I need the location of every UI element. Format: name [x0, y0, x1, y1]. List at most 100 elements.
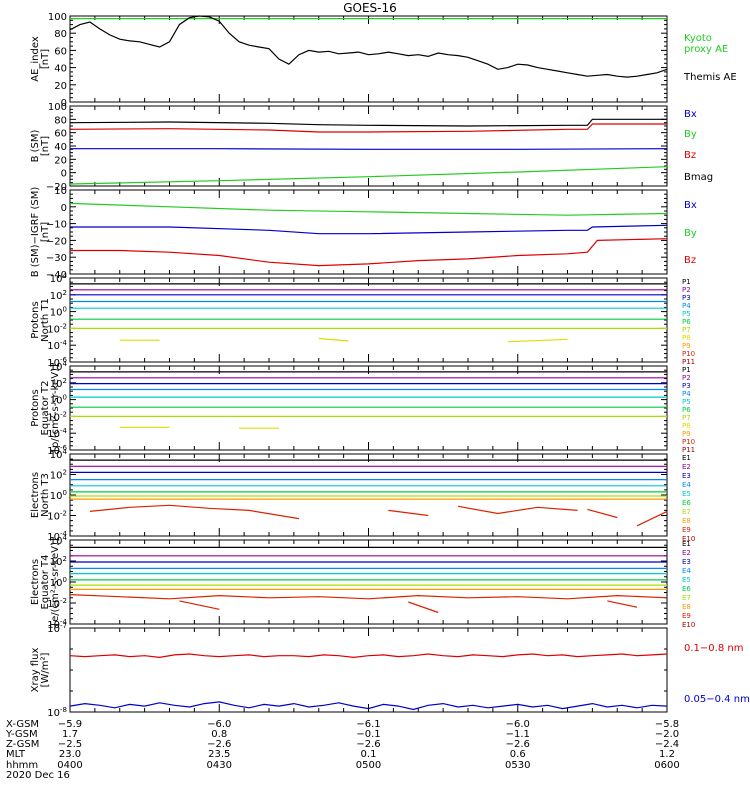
ephemeris-value: −2.6	[506, 739, 530, 750]
ephemeris-value: −2.6	[207, 739, 231, 750]
ephemeris-value: 0500	[356, 760, 381, 771]
y-tick-label: 20	[54, 155, 67, 166]
ephemeris-value: −6.1	[356, 719, 380, 730]
y-axis-label: Protons	[30, 301, 41, 338]
series-line-e9d	[587, 508, 618, 519]
y-axis-label: Protons	[30, 389, 41, 426]
legend-label: E1	[682, 540, 691, 548]
chart-title: GOES-16	[343, 1, 397, 15]
y-tick-label: 0	[61, 169, 67, 180]
y-axis-label: [nT]	[40, 49, 51, 69]
series-line-e9c	[457, 505, 578, 515]
y-tick-label-base: 10	[50, 274, 63, 285]
legend-label: E10	[682, 535, 695, 543]
y-axis-label: [nT]	[40, 136, 51, 156]
legend-label: P11	[682, 446, 695, 454]
legend-label: P7	[682, 326, 691, 334]
ephemeris-value: −2.5	[58, 739, 82, 750]
y-tick-label-exp: -6	[60, 356, 68, 364]
legend-label: By	[684, 129, 697, 140]
legend-label: E7	[682, 508, 691, 516]
legend-label: proxy AE	[684, 44, 728, 55]
legend-label: E3	[682, 472, 691, 480]
ephemeris-value: −2.0	[655, 729, 679, 740]
legend-label: Themis AE	[683, 72, 737, 83]
series-line-p8c	[507, 338, 568, 343]
legend-label: P1	[682, 366, 691, 374]
y-tick-label: 10-7	[47, 622, 67, 635]
y-tick-label: 100	[50, 489, 67, 502]
legend-label: Bz	[684, 150, 696, 161]
y-tick-label-exp: -2	[60, 510, 67, 518]
y-tick-label-base: 10	[47, 708, 60, 719]
series-line-e9a	[69, 594, 668, 600]
y-tick-label-exp: -2	[60, 597, 67, 605]
y-tick-label-base: 10	[50, 450, 63, 461]
legend-label: Bmag	[684, 172, 713, 183]
y-tick-label-base: 10	[47, 512, 60, 523]
y-tick-label-base: 10	[50, 491, 63, 502]
y-tick-label-exp: 2	[63, 469, 67, 477]
y-tick-label: 102	[50, 555, 67, 568]
y-tick-label-exp: 4	[63, 448, 68, 456]
legend-label: E9	[682, 612, 691, 620]
y-tick-label-base: 10	[47, 599, 60, 610]
y-tick-label: −30	[46, 253, 67, 264]
y-axis-label: [nT]	[40, 222, 51, 242]
y-tick-label: 104	[50, 360, 68, 373]
series-line-p8b	[318, 337, 349, 342]
series-line-themis-ae	[69, 15, 668, 78]
ephemeris-value: 0600	[654, 760, 679, 771]
y-tick-label: 80	[54, 115, 67, 126]
y-tick-label-exp: -2	[60, 322, 67, 330]
ephemeris-row-label: X-GSM	[6, 719, 39, 730]
legend-label: P10	[682, 438, 695, 446]
panel-frame	[69, 189, 668, 275]
y-tick-label: 100	[48, 12, 67, 23]
y-tick-label-exp: -8	[60, 706, 67, 714]
ephemeris-value: 0.1	[361, 749, 377, 760]
y-tick-label: 10-4	[47, 618, 67, 631]
y-tick-label-base: 10	[47, 341, 60, 352]
ephemeris-value: −2.6	[356, 739, 380, 750]
legend-label: P3	[682, 382, 691, 390]
ephemeris-value: −0.1	[356, 729, 380, 740]
ephemeris-value: −2.4	[655, 739, 679, 750]
y-tick-label: 102	[50, 377, 67, 390]
y-tick-label-base: 10	[50, 536, 63, 547]
legend-label: P3	[682, 294, 691, 302]
y-axis-label: [p/(cm²-s-sr-keV)]	[50, 364, 61, 452]
y-axis-label: [W/m²]	[40, 652, 51, 687]
ephemeris-row-label: hhmm	[6, 760, 38, 771]
y-tick-label: 104	[50, 534, 68, 547]
legend-label: Bx	[684, 109, 697, 120]
ephemeris-value: 0.8	[211, 729, 227, 740]
y-tick-label-base: 10	[50, 578, 63, 589]
y-tick-label: −20	[46, 182, 67, 193]
y-tick-label: 10-2	[47, 410, 67, 423]
series-line-bx	[70, 224, 668, 235]
y-tick-label-exp: -7	[60, 622, 67, 630]
y-axis-label: Xray flux	[30, 648, 41, 693]
y-axis-label: Equator T4	[40, 555, 51, 610]
legend-label: E5	[682, 576, 691, 584]
series-line-bmag	[69, 118, 667, 127]
y-tick-label-base: 10	[47, 532, 60, 543]
series-line-e9b	[179, 600, 220, 610]
ephemeris-value: −1.1	[506, 729, 530, 740]
ephemeris-value: 0530	[505, 760, 530, 771]
y-tick-label-exp: 0	[63, 576, 67, 584]
series-line-bz	[69, 123, 667, 133]
series-line-e9a	[89, 504, 299, 520]
y-tick-label: 102	[50, 289, 67, 302]
y-tick-label-base: 10	[50, 362, 63, 373]
y-tick-label: 60	[54, 129, 67, 140]
y-axis-label: B (SM)	[30, 129, 41, 162]
y-tick-label: 10-4	[47, 530, 67, 543]
legend-label: E3	[682, 558, 691, 566]
